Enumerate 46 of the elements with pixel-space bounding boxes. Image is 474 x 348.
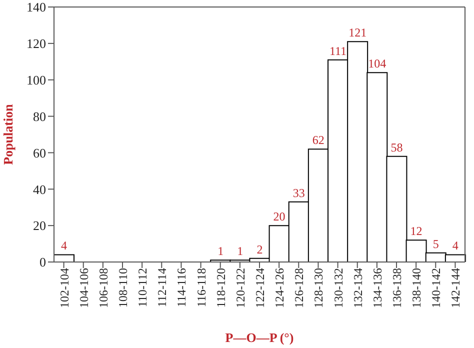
x-tick-label: 112-114: [155, 268, 170, 308]
data-label: 58: [390, 140, 403, 154]
data-label: 2: [256, 242, 263, 256]
y-axis-title: Population: [0, 103, 16, 165]
x-tick-label: 122-124: [253, 268, 268, 308]
x-tick-label: 142-144: [448, 268, 463, 308]
x-tick-label: 136-138: [390, 268, 404, 308]
x-tick-label: 104-106: [76, 268, 91, 308]
data-label: 62: [312, 133, 324, 148]
data-label: 5: [432, 236, 439, 251]
x-tick-label: 120-122: [233, 268, 248, 308]
data-label: 111: [329, 44, 347, 58]
x-tick-label: 134-136: [370, 268, 384, 308]
data-label: 1: [218, 244, 224, 258]
x-tick-label: 126-128: [292, 268, 306, 308]
data-label: 104: [368, 56, 386, 71]
data-label: 20: [273, 210, 286, 224]
y-tick-label: 100: [26, 72, 46, 88]
x-tick-label: 138-140: [410, 268, 424, 308]
data-label: 121: [348, 26, 367, 40]
data-label: 4: [61, 238, 67, 253]
x-tick-label: 130-132: [331, 268, 346, 308]
y-tick-label: 20: [33, 218, 46, 234]
y-tick-label: 60: [33, 145, 46, 160]
x-tick-label: 140-142: [429, 268, 444, 308]
data-label: 33: [292, 186, 305, 200]
x-tick-label: 116-118: [194, 268, 208, 308]
data-label: 1: [237, 244, 244, 258]
data-label: 12: [410, 224, 422, 238]
y-tick-label: 40: [33, 182, 46, 197]
x-tick-label: 102-104: [57, 268, 72, 308]
y-tick-label: 140: [26, 0, 46, 15]
x-tick-label: 114-116: [174, 268, 189, 308]
x-tick-label: 124-126: [272, 268, 287, 308]
x-tick-label: 132-134: [350, 268, 365, 308]
y-tick-label: 80: [33, 108, 46, 124]
bar: [54, 254, 74, 262]
x-tick-label: 128-130: [312, 268, 326, 308]
x-tick-label: 110-112: [136, 268, 150, 308]
x-tick-label: 108-110: [116, 268, 130, 308]
x-tick-label: 118-120: [214, 268, 228, 308]
x-tick-label: 106-108: [96, 268, 110, 308]
y-tick-label: 0: [40, 254, 46, 270]
y-tick-label: 120: [26, 36, 46, 52]
data-label: 4: [452, 238, 458, 253]
x-axis-title: P—O—P (°): [225, 330, 294, 345]
